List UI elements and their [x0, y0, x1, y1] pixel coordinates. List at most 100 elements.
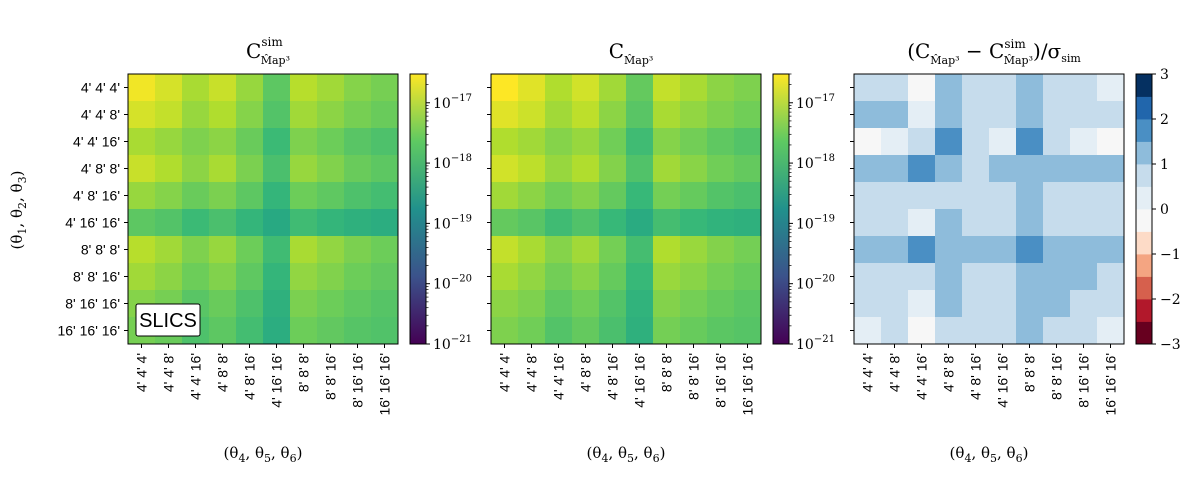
heatmap-cell	[734, 128, 762, 156]
colorbar-tick-label: 10−20	[433, 274, 472, 293]
heatmap-cell	[734, 182, 762, 210]
heatmap-cell	[1043, 209, 1071, 237]
colorbar-tick-label: −2	[1160, 292, 1181, 308]
heatmap-cell	[680, 263, 708, 291]
x-tick-label: 4' 8' 8'	[215, 353, 231, 392]
heatmap-cell	[491, 182, 519, 210]
x-tick-label: 4' 16' 16'	[269, 353, 285, 408]
heatmap-cell	[881, 290, 909, 318]
y-tick-label: 4' 8' 8'	[81, 161, 120, 177]
heatmap-cell	[626, 155, 654, 183]
heatmap-cell	[491, 263, 519, 291]
heatmap-cell	[209, 128, 237, 156]
colorbar-tick-label: 1	[1160, 157, 1169, 173]
heatmap-cell	[572, 101, 600, 129]
x-tick-label: 8' 8' 8'	[659, 353, 675, 392]
heatmap-cell	[599, 209, 627, 237]
heatmap-cell	[518, 74, 546, 102]
heatmap-cell	[182, 182, 210, 210]
heatmap-cell	[545, 155, 573, 183]
heatmap-cell	[734, 101, 762, 129]
heatmap-cell	[935, 263, 963, 291]
heatmap-cell	[680, 128, 708, 156]
y-tick-label: 4' 4' 4'	[81, 80, 120, 96]
heatmap-cell	[881, 263, 909, 291]
heatmap-cell	[182, 263, 210, 291]
heatmap-cell	[1043, 317, 1071, 345]
x-tick-label: 8' 8' 16'	[323, 353, 339, 400]
heatmap-cell	[962, 236, 990, 264]
heatmap-cell	[680, 209, 708, 237]
heatmap-cell	[1043, 290, 1071, 318]
heatmap-cell	[707, 74, 735, 102]
heatmap-cell	[491, 236, 519, 264]
heatmap-cell	[707, 155, 735, 183]
heatmap-cell	[1016, 209, 1044, 237]
heatmap-cell	[371, 182, 399, 210]
heatmap-cell	[1097, 290, 1125, 318]
heatmap-cell	[236, 290, 264, 318]
heatmap-cell	[935, 128, 963, 156]
heatmap-cell	[854, 182, 882, 210]
x-tick-label: 8' 16' 16'	[1076, 353, 1092, 408]
heatmap-cell	[881, 101, 909, 129]
heatmap-cell	[734, 317, 762, 345]
heatmap-cell	[371, 74, 399, 102]
heatmap-cell	[209, 236, 237, 264]
heatmap-cell	[989, 74, 1017, 102]
heatmap-cell	[854, 74, 882, 102]
heatmap-cell	[209, 101, 237, 129]
heatmap-cell	[545, 128, 573, 156]
heatmap-cell	[599, 74, 627, 102]
heatmap-cell	[317, 155, 345, 183]
y-tick-label: 4' 4' 16'	[73, 134, 120, 150]
heatmap-cell	[653, 155, 681, 183]
heatmap-cell	[707, 317, 735, 345]
heatmap-cell	[182, 74, 210, 102]
heatmap-cell	[344, 182, 372, 210]
y-tick-label: 8' 8' 16'	[73, 269, 120, 285]
heatmap-cell	[653, 74, 681, 102]
heatmap-cell	[935, 209, 963, 237]
heatmap-cell	[962, 182, 990, 210]
heatmap-cell	[734, 290, 762, 318]
heatmap-cell	[881, 182, 909, 210]
heatmap-cell	[962, 101, 990, 129]
heatmap-cell	[854, 155, 882, 183]
heatmap-cell	[1097, 317, 1125, 345]
heatmap-cell	[572, 236, 600, 264]
x-tick-label: 4' 4' 16'	[551, 353, 567, 400]
heatmap-cell	[935, 74, 963, 102]
heatmap-cell	[599, 263, 627, 291]
heatmap-cell	[491, 74, 519, 102]
heatmap-cell	[344, 290, 372, 318]
panel-frame	[490, 73, 762, 345]
heatmap-cell	[344, 263, 372, 291]
heatmap-cell	[236, 263, 264, 291]
heatmap-cell	[854, 236, 882, 264]
x-tick-label: 4' 8' 8'	[941, 353, 957, 392]
heatmap-cell	[962, 317, 990, 345]
heatmap-cell	[371, 290, 399, 318]
heatmap-cell	[854, 101, 882, 129]
heatmap-cell	[518, 182, 546, 210]
heatmap-cell	[854, 290, 882, 318]
heatmap-cell	[1097, 155, 1125, 183]
heatmap-cell	[290, 290, 318, 318]
heatmap-cell	[1016, 290, 1044, 318]
heatmap-cell	[317, 209, 345, 237]
heatmap-cell	[707, 209, 735, 237]
heatmap-cell	[545, 290, 573, 318]
heatmap-cell	[653, 182, 681, 210]
heatmap-cell	[626, 236, 654, 264]
heatmap-cell	[545, 101, 573, 129]
heatmap-cell	[545, 236, 573, 264]
heatmap-cell	[962, 128, 990, 156]
y-tick-label: 8' 16' 16'	[65, 296, 120, 312]
heatmap-cell	[1043, 101, 1071, 129]
heatmap-cell	[626, 290, 654, 318]
heatmap-cell	[290, 74, 318, 102]
heatmap-cell	[1070, 101, 1098, 129]
panel-frame	[127, 73, 399, 345]
x-tick-label: 4' 4' 4'	[860, 353, 876, 392]
